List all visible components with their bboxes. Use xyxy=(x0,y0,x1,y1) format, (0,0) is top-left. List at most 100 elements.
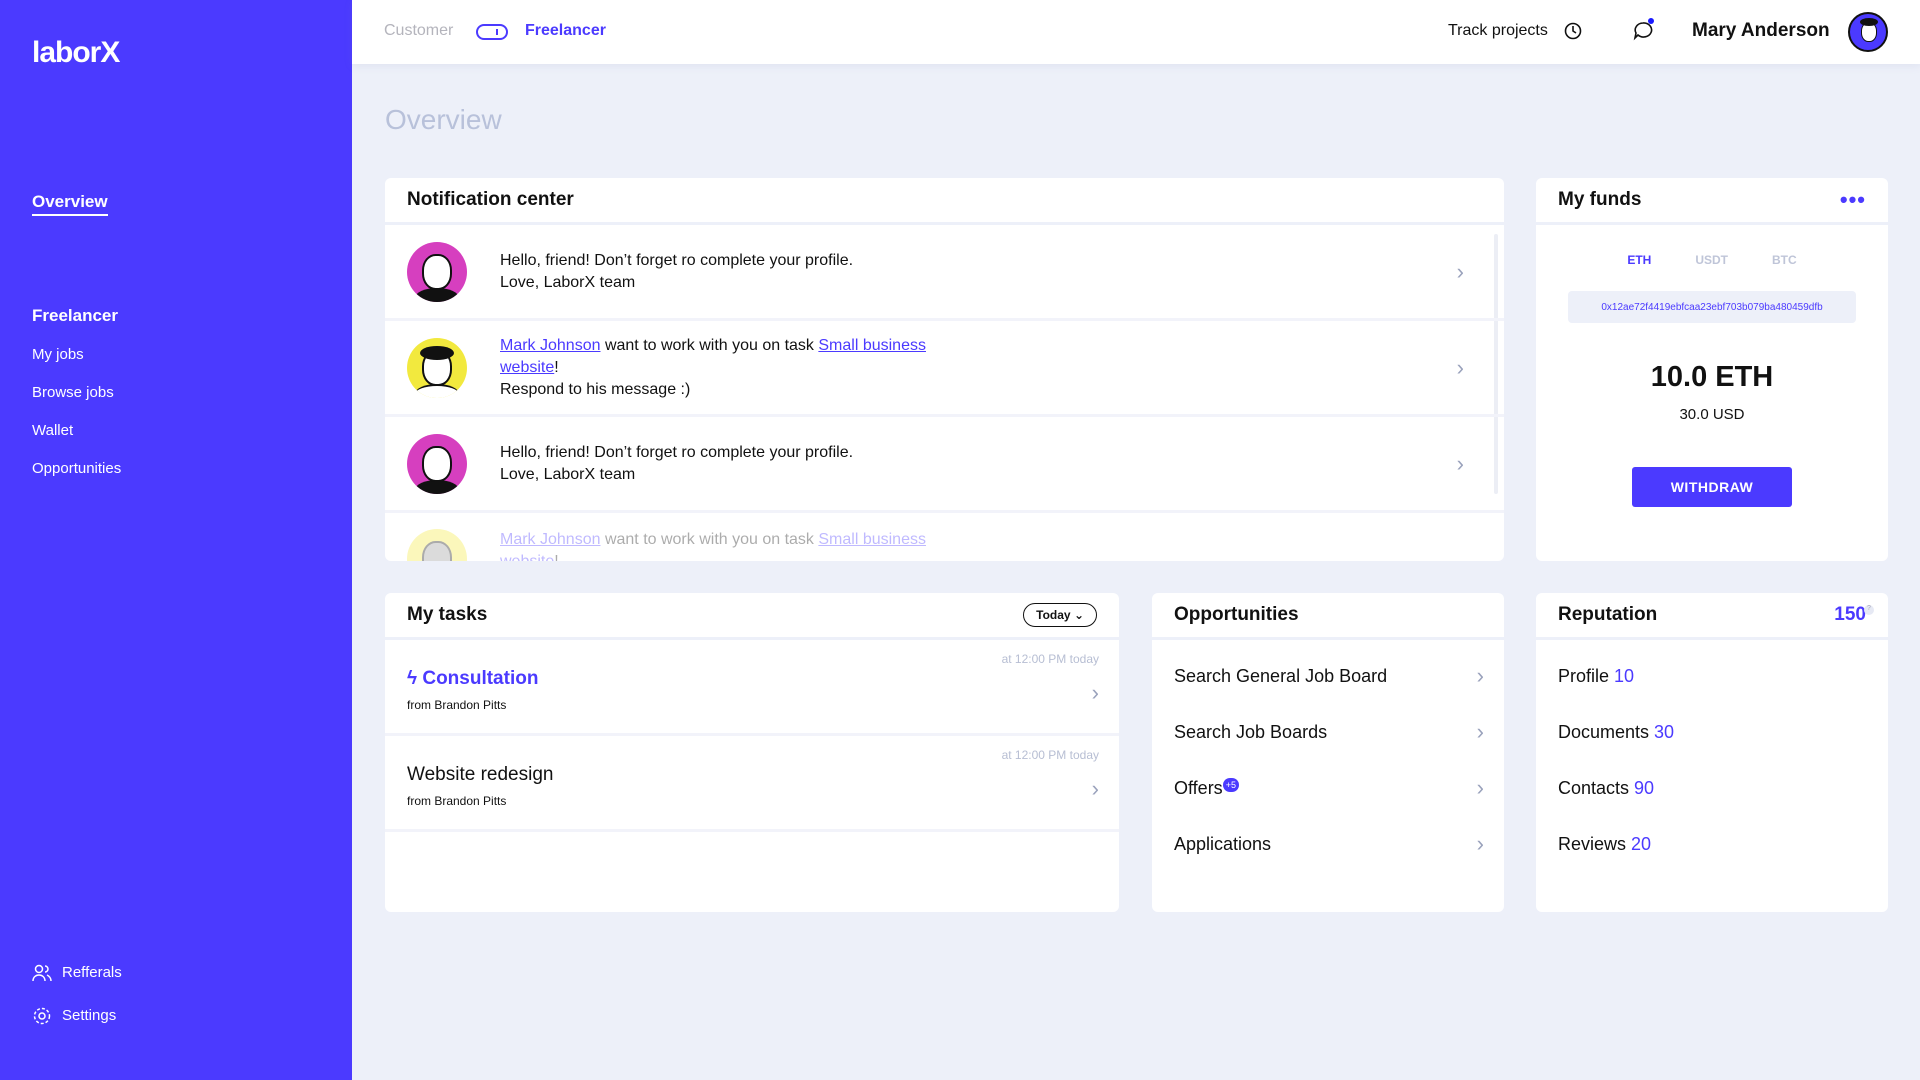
opportunity-search-job-boards[interactable]: Search Job Boards › xyxy=(1152,704,1504,760)
balance-usd: 30.0 USD xyxy=(1679,406,1745,423)
chevron-right-icon[interactable]: › xyxy=(1091,776,1099,801)
chevron-right-icon[interactable]: › xyxy=(1456,354,1464,380)
task-time: at 12:00 PM today xyxy=(1001,652,1099,666)
notification-text: ! xyxy=(554,358,559,376)
task-time: at 12:00 PM today xyxy=(1001,748,1099,762)
opportunity-label: Search General Job Board xyxy=(1174,665,1388,686)
avatar xyxy=(407,433,467,494)
task-title: Website redesign xyxy=(407,764,554,785)
notification-text: want to work with you on task xyxy=(600,531,819,548)
tab-eth[interactable]: ETH xyxy=(1627,253,1652,267)
sidebar-item-my-jobs[interactable]: My jobs xyxy=(32,346,84,363)
opportunity-applications[interactable]: Applications › xyxy=(1152,816,1504,872)
notification-item[interactable]: Hello, friend! Don’t forget ro complete … xyxy=(385,417,1504,513)
reputation-label: Profile xyxy=(1558,665,1610,686)
wallet-address[interactable]: 0x12ae72f4419ebfcaa23ebf703b079ba480459d… xyxy=(1568,291,1856,323)
sidebar-section-freelancer: Freelancer xyxy=(32,306,118,325)
date-filter-dropdown[interactable]: Today ⌄ xyxy=(1023,603,1097,627)
tab-btc[interactable]: BTC xyxy=(1772,253,1797,267)
reputation-item: Profile 10 xyxy=(1536,648,1888,704)
tab-usdt[interactable]: USDT xyxy=(1695,253,1728,267)
avatar xyxy=(407,529,467,561)
reputation-total: 150 xyxy=(1834,604,1866,625)
sidebar: laborX Overview Freelancer My jobs Brows… xyxy=(0,0,352,1080)
reputation-value: 10 xyxy=(1614,665,1635,686)
reputation-card: Reputation 150 ? Profile 10 Documents 30 Co… xyxy=(1536,593,1888,912)
notification-item[interactable]: Mark Johnson want to work with you on ta… xyxy=(385,321,1504,417)
task-link[interactable]: website xyxy=(500,553,554,561)
clock-icon[interactable] xyxy=(1564,22,1582,40)
help-icon[interactable]: ? xyxy=(1864,605,1874,615)
scrollbar[interactable] xyxy=(1494,234,1498,494)
chevron-right-icon[interactable]: › xyxy=(1456,258,1464,284)
user-link[interactable]: Mark Johnson xyxy=(500,531,601,548)
notification-text: want to work with you on task xyxy=(600,336,819,354)
sidebar-item-opportunities[interactable]: Opportunities xyxy=(32,460,122,477)
reputation-item: Reviews 20 xyxy=(1536,816,1888,872)
reputation-item: Documents 30 xyxy=(1536,704,1888,760)
my-tasks-card: My tasks Today ⌄ ϟ Consultation from Bran… xyxy=(385,593,1119,912)
opportunity-search-general[interactable]: Search General Job Board › xyxy=(1152,648,1504,704)
task-link[interactable]: website xyxy=(500,358,555,376)
my-funds-card: My funds ••• ETH USDT BTC 0x12ae72f4419ebfc… xyxy=(1536,178,1888,561)
reputation-label: Documents xyxy=(1558,721,1650,742)
card-title: Opportunities xyxy=(1174,604,1299,625)
card-title: My tasks xyxy=(407,604,488,625)
reputation-label: Reviews xyxy=(1558,833,1627,854)
user-link[interactable]: Mark Johnson xyxy=(500,336,601,354)
offers-badge: +5 xyxy=(1222,778,1239,792)
track-projects-link[interactable]: Track projects xyxy=(1448,22,1548,39)
notification-item[interactable]: Mark Johnson want to work with you on ta… xyxy=(385,513,1504,561)
notification-text: Hello, friend! Don’t forget ro complete … xyxy=(500,443,854,461)
user-avatar[interactable] xyxy=(1848,12,1888,52)
filter-value: Today xyxy=(1036,608,1071,622)
reputation-value: 90 xyxy=(1634,777,1655,798)
user-name[interactable]: Mary Anderson xyxy=(1692,20,1830,41)
opportunities-card: Opportunities Search General Job Board › … xyxy=(1152,593,1504,912)
page-title: Overview xyxy=(385,104,502,135)
sidebar-item-wallet[interactable]: Wallet xyxy=(32,422,74,439)
reputation-value: 20 xyxy=(1631,833,1652,854)
reputation-value: 30 xyxy=(1654,721,1675,742)
task-link[interactable]: Small business xyxy=(818,531,926,548)
referrals-label: Refferals xyxy=(62,964,122,981)
opportunity-offers[interactable]: Offers +5 › xyxy=(1152,760,1504,816)
mode-toggle[interactable] xyxy=(476,24,508,40)
mode-customer[interactable]: Customer xyxy=(384,22,454,39)
task-from: from Brandon Pitts xyxy=(407,698,507,712)
avatar xyxy=(407,337,467,398)
gear-icon xyxy=(33,1007,51,1025)
card-title: Reputation xyxy=(1558,604,1658,625)
task-from: from Brandon Pitts xyxy=(407,794,507,808)
sidebar-item-settings[interactable]: Settings xyxy=(32,1006,116,1026)
chevron-right-icon: › xyxy=(1476,831,1484,856)
task-item[interactable]: Website redesign from Brandon Pitts at 1… xyxy=(385,736,1119,832)
opportunity-label: Search Job Boards xyxy=(1174,721,1328,742)
logo[interactable]: laborX xyxy=(32,36,120,69)
withdraw-button[interactable]: WITHDRAW xyxy=(1632,467,1792,507)
task-item[interactable]: ϟ Consultation from Brandon Pitts at 12:… xyxy=(385,640,1119,736)
card-title: Notification center xyxy=(407,189,574,210)
top-header: Customer Freelancer Track projects Mary … xyxy=(352,0,1920,64)
chat-icon[interactable] xyxy=(1632,20,1654,42)
sidebar-item-browse-jobs[interactable]: Browse jobs xyxy=(32,384,114,401)
mode-freelancer[interactable]: Freelancer xyxy=(525,22,606,39)
opportunity-label: Offers xyxy=(1174,777,1223,798)
reputation-label: Contacts xyxy=(1558,777,1630,798)
notification-text: Hello, friend! Don’t forget ro complete … xyxy=(500,251,854,269)
notification-item[interactable]: Hello, friend! Don’t forget ro complete … xyxy=(385,225,1504,321)
task-title: Consultation xyxy=(422,668,539,689)
sidebar-item-referrals[interactable]: Refferals xyxy=(32,964,122,982)
reputation-item: Contacts 90 xyxy=(1536,760,1888,816)
notification-text: Respond to his message :) xyxy=(500,380,691,398)
users-icon xyxy=(32,964,52,982)
chevron-right-icon[interactable]: › xyxy=(1456,450,1464,476)
card-title: My funds xyxy=(1558,189,1642,210)
notification-center-card: Notification center Hello, friend! Don’t… xyxy=(385,178,1504,561)
sidebar-item-overview[interactable]: Overview xyxy=(32,192,108,216)
opportunity-label: Applications xyxy=(1174,833,1272,854)
task-link[interactable]: Small business xyxy=(818,336,926,354)
chevron-right-icon: › xyxy=(1476,719,1484,744)
chevron-right-icon[interactable]: › xyxy=(1091,680,1099,705)
more-icon[interactable]: ••• xyxy=(1839,187,1866,212)
